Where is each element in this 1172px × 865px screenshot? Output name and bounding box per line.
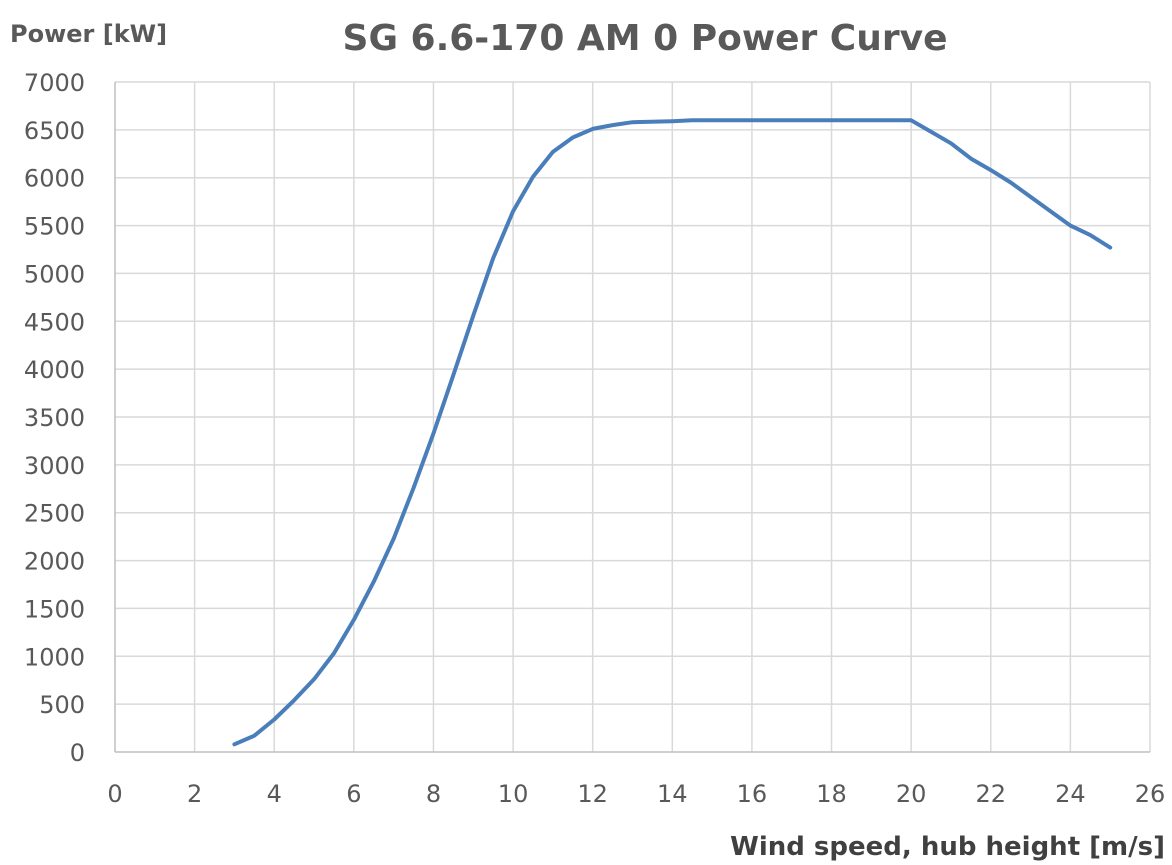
x-axis-label: Wind speed, hub height [m/s] (730, 832, 1165, 862)
y-tick-label: 4000 (24, 356, 85, 384)
y-axis-label: Power [kW] (10, 20, 167, 48)
x-tick-label: 8 (426, 780, 441, 808)
x-tick-label: 2 (187, 780, 202, 808)
gridlines (115, 81, 1151, 752)
x-tick-label: 16 (737, 780, 768, 808)
x-tick-labels: 0 2 4 6 8 10 12 14 16 18 20 22 24 26 (107, 780, 1165, 808)
axes (114, 82, 1150, 753)
x-tick-label: 4 (267, 780, 282, 808)
y-tick-label: 2500 (24, 500, 85, 528)
y-tick-label: 6000 (24, 165, 85, 193)
x-tick-label: 12 (577, 780, 608, 808)
x-tick-label: 20 (896, 780, 927, 808)
y-tick-label: 5000 (24, 260, 85, 288)
y-tick-label: 7000 (24, 69, 85, 97)
x-tick-label: 10 (498, 780, 529, 808)
y-tick-labels: 0 500 1000 1500 2000 2500 3000 3500 4000 4500 5000… (24, 69, 85, 767)
x-tick-label: 14 (657, 780, 688, 808)
x-tick-label: 6 (346, 780, 361, 808)
y-tick-label: 500 (39, 691, 85, 719)
y-tick-label: 3500 (24, 404, 85, 432)
y-tick-label: 5500 (24, 213, 85, 241)
x-tick-label: 26 (1135, 780, 1166, 808)
chart-title: SG 6.6-170 AM 0 Power Curve (343, 18, 948, 59)
y-tick-label: 0 (70, 739, 85, 767)
x-tick-label: 0 (107, 780, 122, 808)
x-tick-label: 22 (975, 780, 1006, 808)
power-curve-line (232, 118, 1113, 747)
y-tick-label: 1500 (24, 595, 85, 623)
y-tick-label: 6500 (24, 117, 85, 145)
y-tick-label: 3000 (24, 452, 85, 480)
x-tick-label: 24 (1055, 780, 1086, 808)
x-tick-label: 18 (816, 780, 847, 808)
y-tick-label: 4500 (24, 308, 85, 336)
y-tick-label: 2000 (24, 548, 85, 576)
y-tick-label: 1000 (24, 643, 85, 671)
series-lines (232, 118, 1113, 747)
